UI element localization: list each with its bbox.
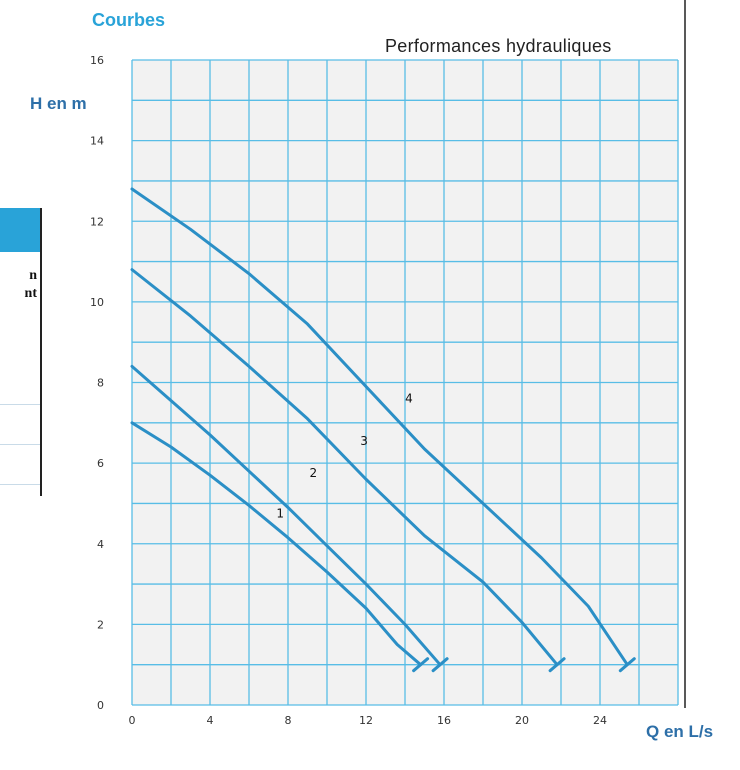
table-row-divider [0,484,40,485]
x-tick-label: 0 [129,714,136,727]
curve-label: 3 [360,434,368,448]
y-tick-label: 2 [97,618,104,631]
x-tick-label: 16 [437,714,451,727]
table-fragment-text: nt [24,286,37,301]
curve-end-mark [412,657,430,673]
y-axis-label: H en m [30,94,87,113]
x-tick-label: 20 [515,714,529,727]
x-tick-label: 12 [359,714,373,727]
chart-title: Performances hydrauliques [385,36,612,56]
section-title: Courbes [92,10,166,30]
curve-end-mark [431,657,449,673]
y-tick-label: 6 [97,457,104,470]
x-tick-label: 4 [207,714,214,727]
table-row-divider [0,404,40,405]
table-fragment-text: n [29,268,37,283]
y-tick-label: 4 [97,538,104,551]
y-tick-label: 14 [90,135,104,148]
table-fragment: n nt [0,208,42,496]
x-axis-label: Q en L/s [646,722,714,741]
curve-label: 2 [310,466,318,480]
curve-1 [130,421,423,667]
curve-end-mark [548,657,566,673]
curve-label: 4 [405,392,413,406]
y-tick-label: 10 [90,296,104,309]
table-row-divider [0,444,40,445]
y-tick-label: 0 [97,699,104,712]
curve-2 [130,364,442,667]
curve-3 [130,268,559,667]
curve-label: 1 [276,507,284,521]
curve-end-mark [618,657,636,673]
y-tick-label: 8 [97,377,104,390]
y-tick-label: 16 [90,54,104,67]
y-tick-label: 12 [90,215,104,228]
x-tick-label: 24 [593,714,607,727]
curve-4 [130,187,629,667]
x-tick-label: 8 [285,714,292,727]
table-header-band [0,208,40,252]
